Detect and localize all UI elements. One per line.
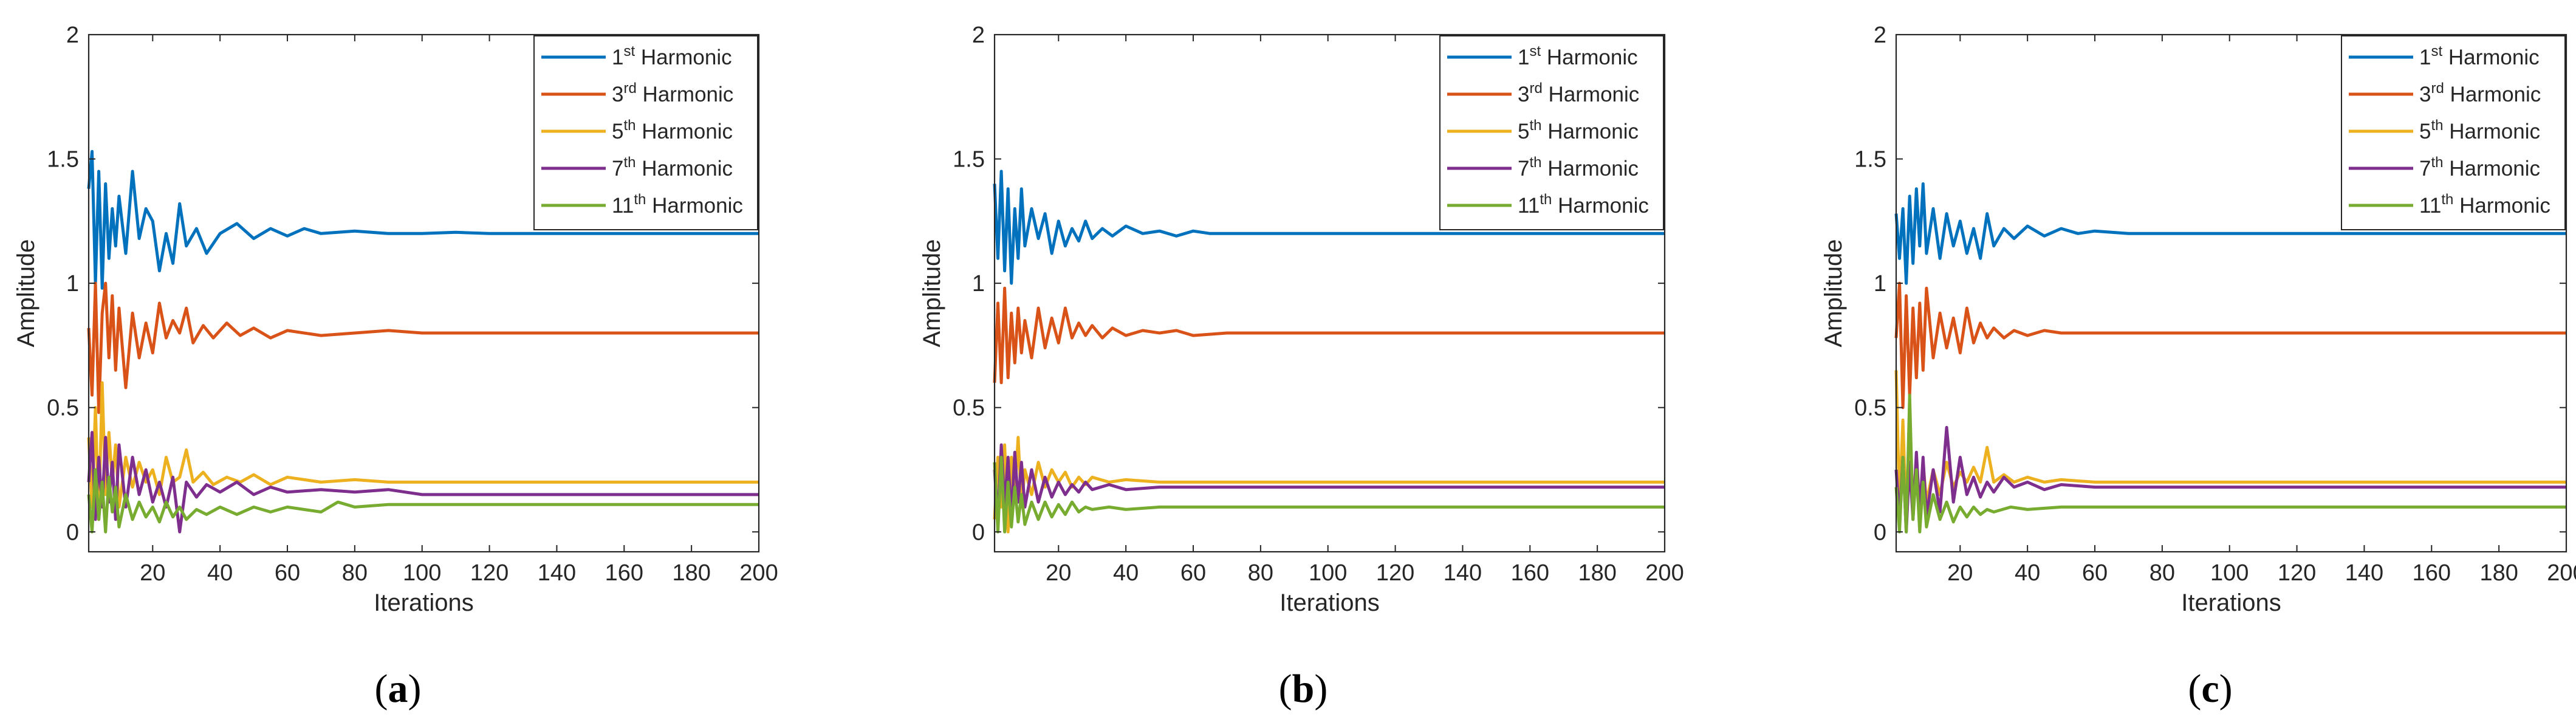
x-tick-label: 140 bbox=[2345, 560, 2383, 586]
legend-entry-2: 3rd Harmonic bbox=[2419, 80, 2541, 106]
y-tick-label: 0 bbox=[66, 520, 79, 545]
x-tick-label: 200 bbox=[739, 560, 778, 586]
legend-entry-2: 3rd Harmonic bbox=[1518, 80, 1639, 106]
x-axis-label: Iterations bbox=[374, 589, 474, 616]
legend-entry-4: 7th Harmonic bbox=[612, 154, 733, 180]
x-tick-label: 180 bbox=[1578, 560, 1616, 586]
x-axis-label: Iterations bbox=[2181, 589, 2281, 616]
legend: 1st Harmonic 3rd Harmonic 5th Harmonic 7th … bbox=[533, 35, 758, 230]
y-tick-label: 1 bbox=[66, 271, 79, 297]
series-line-1 bbox=[993, 170, 1665, 285]
y-tick-label: 0.5 bbox=[1854, 396, 1886, 421]
legend-entry-5: 11th Harmonic bbox=[612, 191, 743, 218]
x-tick-label: 60 bbox=[2082, 560, 2108, 586]
x-tick-label: 120 bbox=[470, 560, 509, 586]
x-tick-label: 120 bbox=[2278, 560, 2316, 586]
y-axis-label: Amplitude bbox=[919, 239, 945, 348]
legend-entry-3: 5th Harmonic bbox=[2419, 117, 2540, 143]
y-tick-label: 0 bbox=[1874, 520, 1886, 545]
y-tick-label: 1 bbox=[972, 271, 985, 297]
x-tick-label: 180 bbox=[672, 560, 710, 586]
legend-entry-2: 3rd Harmonic bbox=[612, 80, 733, 106]
legend: 1st Harmonic 3rd Harmonic 5th Harmonic 7th … bbox=[1439, 35, 1664, 230]
x-tick-label: 20 bbox=[140, 560, 165, 586]
y-tick-label: 1.5 bbox=[953, 147, 985, 173]
legend-entry-4: 7th Harmonic bbox=[2419, 154, 2540, 180]
x-tick-label: 180 bbox=[2479, 560, 2518, 586]
y-tick-label: 2 bbox=[66, 22, 79, 48]
series-line-2 bbox=[993, 286, 1665, 385]
legend: 1st Harmonic 3rd Harmonic 5th Harmonic 7th … bbox=[2341, 35, 2566, 230]
legend-entry-4: 7th Harmonic bbox=[1518, 154, 1639, 180]
x-tick-label: 60 bbox=[275, 560, 300, 586]
y-tick-label: 0 bbox=[972, 520, 985, 545]
x-tick-label: 160 bbox=[2413, 560, 2451, 586]
series-line-1 bbox=[1894, 182, 2566, 285]
series-line-2 bbox=[87, 281, 759, 414]
x-tick-label: 40 bbox=[2015, 560, 2040, 586]
x-tick-label: 200 bbox=[2547, 560, 2576, 586]
series-line-4 bbox=[87, 431, 759, 534]
x-axis-label: Iterations bbox=[1279, 589, 1380, 616]
x-tick-label: 20 bbox=[1046, 560, 1071, 586]
y-tick-label: 2 bbox=[1874, 22, 1886, 48]
x-tick-label: 200 bbox=[1645, 560, 1684, 586]
y-tick-label: 0.5 bbox=[953, 396, 985, 421]
legend-entry-5: 11th Harmonic bbox=[2419, 191, 2550, 218]
axes-box bbox=[993, 33, 1666, 553]
x-tick-label: 100 bbox=[1309, 560, 1347, 586]
x-tick-label: 80 bbox=[2150, 560, 2175, 586]
x-tick-label: 140 bbox=[1444, 560, 1482, 586]
y-tick-label: 1 bbox=[1874, 271, 1886, 297]
x-tick-label: 120 bbox=[1376, 560, 1414, 586]
legend-entry-5: 11th Harmonic bbox=[1518, 191, 1649, 218]
x-tick-label: 100 bbox=[403, 560, 441, 586]
series-line-1 bbox=[87, 149, 759, 290]
x-tick-label: 40 bbox=[207, 560, 233, 586]
axes-box bbox=[87, 33, 760, 553]
y-tick-label: 1.5 bbox=[1854, 147, 1886, 173]
series-line-4 bbox=[993, 443, 1665, 521]
legend-entry-1: 1st Harmonic bbox=[2419, 43, 2540, 69]
y-axis-label: Amplitude bbox=[1820, 239, 1847, 348]
x-tick-label: 140 bbox=[538, 560, 576, 586]
legend-entry-3: 5th Harmonic bbox=[1518, 117, 1639, 143]
x-tick-label: 160 bbox=[1511, 560, 1549, 586]
x-tick-label: 40 bbox=[1113, 560, 1139, 586]
x-tick-label: 60 bbox=[1180, 560, 1206, 586]
y-tick-label: 2 bbox=[972, 22, 985, 48]
axes-box bbox=[1895, 33, 2567, 553]
y-tick-label: 1.5 bbox=[47, 147, 79, 173]
chart-panel-a: 20 40 60 80 100 120 140 160 180 200 0 0.5 1 1.5 2 Itera… bbox=[13, 22, 778, 711]
series-line-2 bbox=[1894, 281, 2566, 410]
x-tick-label: 80 bbox=[1248, 560, 1273, 586]
series-line-5 bbox=[1894, 393, 2566, 534]
x-tick-label: 100 bbox=[2210, 560, 2249, 586]
series-line-5 bbox=[87, 468, 759, 534]
legend-entry-3: 5th Harmonic bbox=[612, 117, 733, 143]
panel-caption: (c) bbox=[2188, 667, 2232, 711]
legend-entry-1: 1st Harmonic bbox=[612, 43, 732, 69]
y-tick-label: 0.5 bbox=[47, 396, 79, 421]
series-line-3 bbox=[993, 436, 1665, 534]
series-line-5 bbox=[993, 456, 1665, 534]
y-axis-label: Amplitude bbox=[13, 239, 39, 348]
x-tick-label: 20 bbox=[1947, 560, 1973, 586]
x-tick-label: 160 bbox=[605, 560, 643, 586]
legend-entry-1: 1st Harmonic bbox=[1518, 43, 1638, 69]
panel-caption: (a) bbox=[375, 667, 422, 711]
x-tick-label: 80 bbox=[342, 560, 368, 586]
chart-panel-b: 20 40 60 80 100 120 140 160 180 200 0 0.5 1 1.5 2 Itera… bbox=[919, 22, 1684, 711]
panel-caption: (b) bbox=[1279, 667, 1328, 711]
chart-panel-c: 20 40 60 80 100 120 140 160 180 200 0 0.5 1 1.5 2 Itera… bbox=[1820, 22, 2576, 711]
